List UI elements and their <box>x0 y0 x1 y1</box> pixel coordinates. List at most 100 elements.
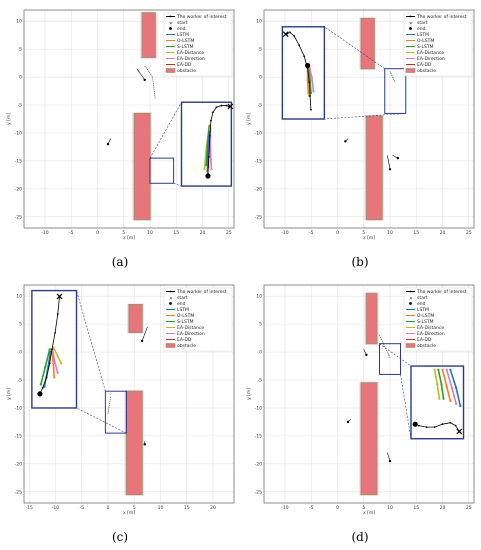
y-tick-label: -20 <box>255 186 262 192</box>
legend-label-end: end <box>177 301 186 307</box>
y-tick-label: -25 <box>15 214 22 220</box>
prediction-point <box>436 383 439 386</box>
zoom-connector <box>324 26 385 69</box>
obstacle <box>133 112 151 221</box>
legend-label-worker: The worker of interest <box>416 289 467 295</box>
x-tick-label: 25 <box>226 230 232 236</box>
y-tick-label: -5 <box>18 103 23 109</box>
prediction-point <box>203 168 206 171</box>
x-axis-label: x [m] <box>123 235 135 241</box>
y-tick-label: -15 <box>255 433 262 439</box>
x-tick-label: 0 <box>107 505 110 511</box>
other-worker-point <box>388 168 392 171</box>
legend-label-eadd: EA-DD <box>417 62 432 68</box>
legend-swatch-obs <box>165 343 176 348</box>
prediction-point <box>433 368 436 371</box>
x-tick-label: 10 <box>158 505 164 511</box>
prediction-point <box>455 402 458 405</box>
inset-worker-point <box>45 376 48 379</box>
legend-swatch-worker-dot <box>409 15 412 18</box>
axes-frame <box>23 9 235 229</box>
legend-swatch-x: × <box>169 295 173 301</box>
legend-label-eadist: EA-Distance <box>177 50 204 56</box>
inset-worker-point <box>56 313 59 315</box>
obstacle <box>360 17 375 70</box>
prediction-point <box>440 383 443 386</box>
panel-caption: (a) <box>112 255 129 269</box>
y-tick-label: -10 <box>255 405 262 411</box>
legend-label-eadist: EA-Distance <box>417 325 444 331</box>
legend-swatch-obs <box>165 68 176 73</box>
other-worker-point <box>365 353 368 357</box>
legend-label-start: start <box>177 20 188 26</box>
y-tick-label: -20 <box>255 461 262 467</box>
y-tick-label: 5 <box>19 47 22 53</box>
y-tick-label: -5 <box>258 103 263 109</box>
legend-label-obs: obstacle <box>177 68 196 74</box>
legend-label-olstm: O-LSTM <box>417 313 434 319</box>
prediction-point <box>44 365 47 368</box>
chart-b: -10 -5 0 5 10 15 20 25 -25 -20 -15 -10 -5 0 5 10 x [m] y … <box>246 9 475 269</box>
x-tick-label: -5 <box>309 230 314 236</box>
legend-label-start: start <box>417 20 428 26</box>
y-tick-label: 5 <box>259 322 262 328</box>
inset-worker-point <box>209 134 211 137</box>
legend-label-end: end <box>417 301 426 307</box>
inset-worker-point <box>220 104 223 107</box>
chart-a: -10 -5 0 5 10 15 20 25 -25 -20 -15 -10 -5 0 5 10 x [m] y … <box>6 9 235 269</box>
zoom-connector <box>149 102 182 159</box>
legend-box <box>163 12 233 77</box>
prediction-point <box>307 92 310 95</box>
axes-frame <box>263 9 475 229</box>
prediction-point <box>455 386 458 389</box>
legend-label-end: end <box>177 26 186 32</box>
legend-swatch-x: × <box>169 20 173 26</box>
worker-path <box>107 396 111 414</box>
legend-swatch-x: × <box>409 295 413 301</box>
panel-caption: (b) <box>351 255 368 269</box>
legend-label-eadd: EA-DD <box>177 337 192 343</box>
y-tick-label: -5 <box>18 378 23 384</box>
legend-swatch-dot <box>169 302 172 305</box>
x-tick-label: 15 <box>413 230 419 236</box>
axes-frame <box>23 284 235 504</box>
legend-box <box>163 287 233 352</box>
zoom-inset <box>410 365 465 440</box>
subplot-b: -10 -5 0 5 10 15 20 25 -25 -20 -15 -10 -5 0 5 10 x [m] y … <box>240 0 480 275</box>
x-tick-label: 0 <box>336 505 339 511</box>
y-axis-label: y [m] <box>246 388 252 400</box>
worker-path <box>379 335 391 358</box>
x-tick-label: -5 <box>80 505 85 511</box>
y-axis-label: y [m] <box>6 113 12 125</box>
end-marker <box>205 173 211 179</box>
other-worker-point <box>140 339 144 343</box>
legend-swatch-dot <box>409 27 412 30</box>
zoom-connector <box>324 113 406 120</box>
y-tick-label: -10 <box>255 130 262 136</box>
x-axis-label: x [m] <box>363 235 375 241</box>
x-tick-label: 5 <box>362 230 365 236</box>
zoom-connector <box>400 374 412 439</box>
subplot-c: -15 -10 -5 0 5 10 15 20 -25 -20 -15 -10 -5 0 5 10 x [m] y… <box>0 275 240 550</box>
x-tick-label: -5 <box>69 230 74 236</box>
legend-label-eadir: EA-Direction <box>177 331 205 337</box>
x-tick-label: 5 <box>122 230 125 236</box>
panel-caption: (c) <box>112 530 128 544</box>
inset-worker-point <box>293 35 296 37</box>
legend-label-eadd: EA-DD <box>177 62 192 68</box>
legend-label-worker: The worker of interest <box>416 14 467 20</box>
end-marker <box>304 62 311 69</box>
chart-c: -15 -10 -5 0 5 10 15 20 -25 -20 -15 -10 -5 0 5 10 x [m] y… <box>6 284 235 544</box>
legend-label-eadir: EA-Direction <box>177 56 205 62</box>
y-tick-label: -20 <box>15 461 22 467</box>
zoom-source-box <box>384 68 407 114</box>
legend-box <box>403 12 473 77</box>
x-tick-label: 15 <box>413 505 419 511</box>
y-tick-label: -10 <box>15 405 22 411</box>
legend-swatch-obs <box>405 68 416 73</box>
prediction-point <box>60 362 63 365</box>
legend-swatch-dot <box>409 302 412 305</box>
y-tick-label: 5 <box>259 47 262 53</box>
inset-worker-point <box>41 387 44 389</box>
y-tick-label: 0 <box>19 75 22 81</box>
